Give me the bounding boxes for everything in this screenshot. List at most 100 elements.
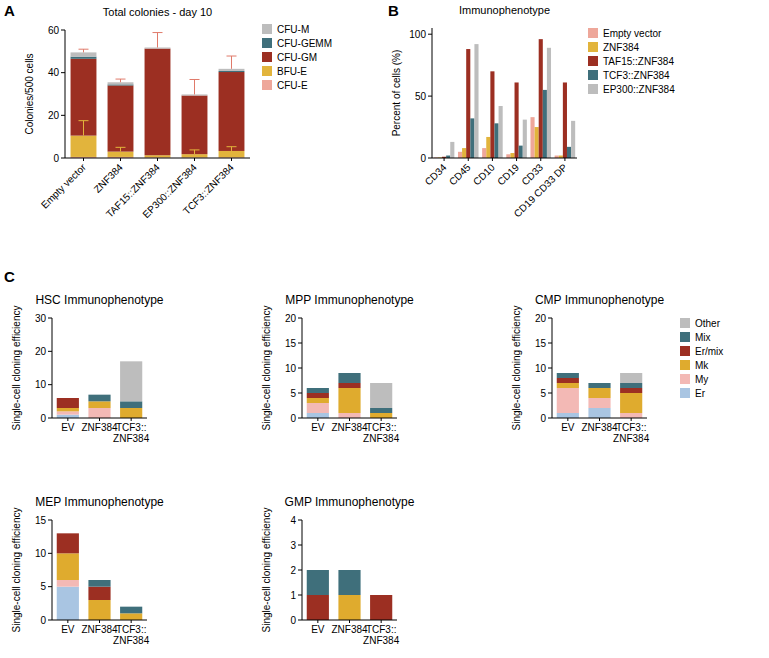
y-axis — [65, 30, 66, 158]
y-axis-label: Single-cell cloning efficiency — [511, 306, 522, 431]
legend-label: Er — [695, 388, 706, 399]
x-tick — [99, 620, 100, 623]
x-tick-label: CD19 — [495, 161, 521, 187]
bar-segment — [370, 595, 392, 596]
x-tick — [99, 418, 100, 421]
bar-segment — [588, 398, 610, 408]
bar-segment — [120, 408, 142, 418]
error-bar — [190, 150, 200, 154]
x-tick-label: EV — [311, 422, 325, 433]
figure: ATotal colonies - day 10Colonies/500 cel… — [0, 0, 769, 658]
chart: CMP ImmunophenotypeSingle-cell cloning e… — [511, 293, 723, 444]
y-tick-label: 40 — [48, 67, 60, 78]
bar-segment — [620, 393, 642, 413]
label-line: TCF3:: — [366, 624, 397, 635]
bar-segment — [370, 413, 392, 418]
y-tick-label: 3 — [290, 540, 296, 551]
bar-segment — [557, 373, 579, 378]
error-cap — [153, 32, 163, 33]
legend: OtherMixEr/mixMkMyEr — [680, 318, 723, 399]
y-tick — [48, 586, 52, 587]
bar — [515, 82, 519, 158]
error-cap — [116, 79, 126, 80]
bar-segment — [108, 82, 134, 84]
legend-label: TCF3::ZNF384 — [603, 70, 670, 81]
y-tick-label: 15 — [535, 338, 547, 349]
x-tick-label: TCF3::ZNF384 — [113, 624, 150, 646]
y-tick — [548, 418, 552, 419]
x-tick — [194, 158, 195, 161]
y-axis-label: Single-cell cloning efficiency — [261, 508, 272, 633]
y-tick-label: 0 — [290, 615, 296, 626]
x-tick — [67, 620, 68, 623]
error-bar — [227, 56, 237, 69]
bar-segment — [57, 533, 79, 534]
bar — [466, 49, 470, 158]
x-tick — [567, 418, 568, 421]
label-line: ZNF384 — [363, 433, 400, 444]
bar-segment — [219, 151, 245, 157]
bar-segment — [219, 71, 245, 72]
bar-segment — [57, 580, 79, 587]
x-tick-label: Empty vector — [39, 161, 89, 211]
bar-segment — [182, 154, 208, 157]
chart: GMP Immunophenotype Single-cell cloning e… — [261, 495, 415, 646]
bar-segment — [620, 383, 642, 388]
y-tick-label: 0 — [290, 413, 296, 424]
bar-segment — [620, 388, 642, 393]
y-tick — [548, 318, 552, 319]
title: GMP Immunophenotype — [285, 495, 415, 509]
marks — [57, 533, 143, 620]
error-line — [231, 56, 232, 69]
legend-label: TAF15::ZNF384 — [603, 56, 674, 67]
bar-segment — [145, 49, 171, 156]
y-tick — [428, 158, 432, 159]
y-tick-label: 0 — [40, 615, 46, 626]
y-tick — [48, 351, 52, 352]
bar-segment — [57, 411, 79, 414]
x-tick-label: CD34 — [423, 161, 449, 187]
bar-segment — [588, 408, 610, 418]
label-line: TCF3:: — [366, 422, 397, 433]
bar-segment — [338, 595, 360, 620]
error-line — [83, 121, 84, 136]
x-tick — [444, 158, 445, 161]
bar-segment — [307, 388, 329, 389]
bar-segment — [307, 398, 329, 403]
x-tick — [349, 620, 350, 623]
bar-segment — [557, 413, 579, 418]
y-tick — [61, 72, 65, 73]
title: Immunophenotype — [459, 4, 550, 16]
y-tick-label: 50 — [415, 91, 427, 102]
bar — [535, 127, 539, 158]
y-tick-label: 10 — [535, 363, 547, 374]
bar-segment — [557, 373, 579, 374]
bar — [567, 147, 571, 158]
y-tick-label: 0 — [53, 153, 59, 164]
bar-segment — [370, 408, 392, 413]
legend-label: Er/mix — [695, 346, 723, 357]
x-tick-label: TCF3::ZNF384 — [613, 422, 650, 444]
bar-segment — [307, 388, 329, 393]
marks — [57, 361, 143, 418]
bar — [458, 152, 462, 158]
title: MEP Immunophenotype — [35, 495, 164, 509]
bar-segment — [88, 587, 110, 600]
title: HSC Immunophenotype — [35, 293, 163, 307]
y-axis-label: Percent of cells (%) — [391, 50, 402, 137]
error-bar — [153, 33, 163, 48]
y-tick — [298, 620, 302, 621]
legend-swatch — [680, 332, 690, 342]
bar — [523, 120, 527, 158]
x-tick-label: ZNF384 — [581, 422, 618, 433]
y-tick-label: 4 — [290, 515, 296, 526]
y-tick-label: 100 — [409, 29, 426, 40]
y-tick-label: 10 — [285, 363, 297, 374]
y-tick — [548, 393, 552, 394]
x-tick-label: CD10 — [471, 161, 497, 187]
bar-segment — [88, 600, 110, 620]
bar-segment — [620, 413, 642, 418]
y-tick — [298, 418, 302, 419]
x-tick — [631, 418, 632, 421]
bar — [519, 146, 523, 158]
